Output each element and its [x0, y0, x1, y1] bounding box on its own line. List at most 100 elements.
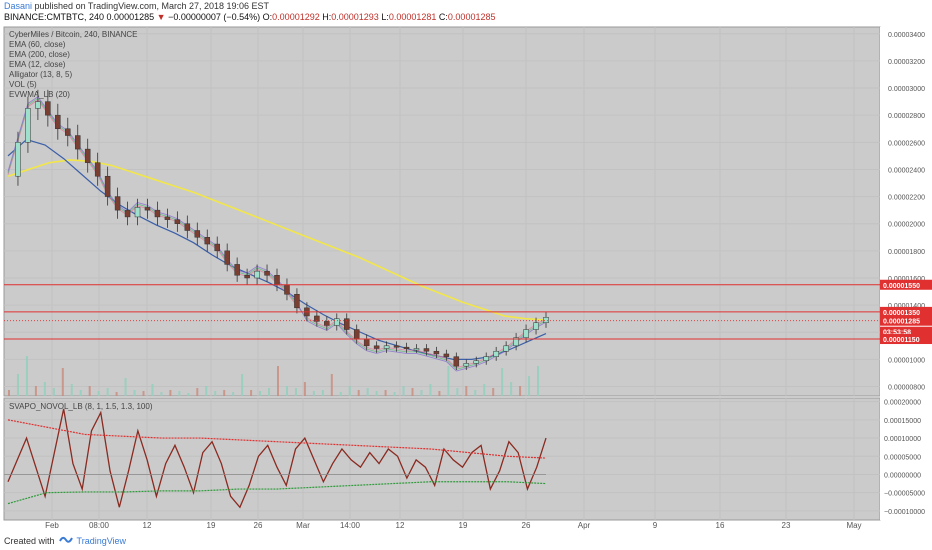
x-tick-label: 19 [207, 521, 216, 530]
candle [94, 162, 101, 177]
osc-lower-band [7, 481, 547, 505]
volume-bar [8, 390, 10, 396]
legend-item: VOL (5) [9, 80, 37, 89]
candle [413, 348, 420, 351]
candle [254, 270, 260, 279]
volume-bar [79, 390, 82, 396]
volume-bar [519, 386, 522, 396]
candle [533, 322, 539, 330]
volume-bars [8, 356, 540, 396]
volume-bar [501, 368, 504, 396]
y-tick-label: 0.00003000 [888, 86, 925, 93]
volume-bar [178, 391, 181, 396]
candle [463, 363, 470, 367]
volume-bar [474, 390, 477, 396]
volume-bar [366, 388, 369, 396]
price-change: −0.00000007 (−0.54%) [168, 12, 261, 22]
legend-item: EVWMA_LB (20) [9, 90, 70, 99]
volume-bar [312, 391, 315, 396]
osc-upper-band [7, 419, 547, 459]
candle [403, 346, 410, 349]
x-tick-label: 08:00 [89, 521, 110, 530]
candle [443, 353, 450, 357]
volume-bar [537, 366, 540, 396]
candle [523, 329, 529, 338]
x-tick-label: 9 [653, 521, 658, 530]
publish-info: Dasani published on TradingView.com, Mar… [4, 1, 269, 11]
osc-tick-label: −0.00005000 [884, 491, 925, 498]
osc-tick-label: 0.00000000 [884, 472, 921, 479]
volume-bar [142, 391, 145, 396]
candle [244, 275, 250, 279]
x-tick-label: 19 [459, 521, 468, 530]
legend-item: EMA (12, close) [9, 60, 66, 69]
candle [224, 250, 230, 265]
x-tick-label: 26 [254, 521, 263, 530]
candle [204, 237, 211, 245]
candle [274, 275, 280, 286]
candle [164, 216, 171, 220]
volume-bar [429, 384, 432, 396]
candle [473, 360, 480, 364]
candle [493, 350, 499, 357]
volume-bar [528, 376, 531, 396]
volume-bar [43, 382, 46, 396]
candles [15, 89, 549, 371]
price-axis-bg [880, 27, 932, 520]
y-tick-label: 0.00001800 [888, 249, 925, 256]
volume-bar [447, 366, 450, 396]
x-tick-label: Mar [296, 521, 310, 530]
high-value: 0.00001293 [331, 12, 379, 22]
close-label: C: [438, 12, 448, 22]
x-tick-label: 16 [716, 521, 725, 530]
candle [214, 243, 220, 252]
candle [114, 196, 121, 211]
last-price: 0.00001285 [106, 12, 155, 22]
candle [314, 315, 320, 322]
volume-bar [34, 386, 37, 396]
volume-bar [411, 388, 414, 396]
volume-bar [133, 390, 136, 396]
volume-bar [375, 391, 378, 396]
x-tick-label: May [846, 521, 861, 530]
osc-tick-label: 0.00010000 [884, 436, 921, 443]
osc-line [7, 408, 547, 509]
x-tick-label: Apr [578, 521, 591, 530]
down-arrow-icon: ▼ [156, 12, 166, 22]
candle [15, 142, 21, 177]
volume-bar [196, 388, 199, 396]
osc-tick-label: 0.00005000 [884, 454, 921, 461]
legend-item: EMA (200, close) [9, 50, 70, 59]
volume-bar [384, 390, 387, 396]
candle [363, 338, 370, 347]
y-tick-label: 0.00000800 [888, 385, 925, 392]
price-label: 0.00001550 [883, 283, 920, 290]
volume-bar [438, 391, 441, 396]
x-tick-label: 12 [143, 521, 152, 530]
author-link[interactable]: Dasani [4, 1, 33, 11]
y-tick-label: 0.00002600 [888, 140, 925, 147]
y-tick-label: 0.00002000 [888, 222, 925, 229]
volume-bar [294, 388, 297, 396]
volume-bar [115, 392, 118, 396]
volume-bar [88, 386, 91, 396]
candle [423, 348, 430, 352]
volume-bar [223, 390, 226, 396]
oscillator-title: SVAPO_NOVOL_LB (8, 1, 1.5, 1.3, 100) [9, 402, 153, 411]
volume-bar [339, 392, 342, 396]
volume-bar [483, 384, 486, 396]
candle [343, 318, 350, 330]
y-tick-label: 0.00002200 [888, 195, 925, 202]
volume-bar [106, 388, 109, 396]
candle [264, 270, 270, 276]
price-label-box [880, 306, 932, 317]
candle [194, 230, 201, 238]
candle [294, 294, 300, 309]
y-tick-label: 0.00003200 [888, 59, 925, 66]
osc-tick-label: 0.00020000 [884, 400, 921, 407]
tradingview-brand[interactable]: TradingView [76, 535, 127, 546]
symbol-label: BINANCE:CMTBTC, 240 [4, 12, 105, 22]
candle [234, 264, 240, 276]
